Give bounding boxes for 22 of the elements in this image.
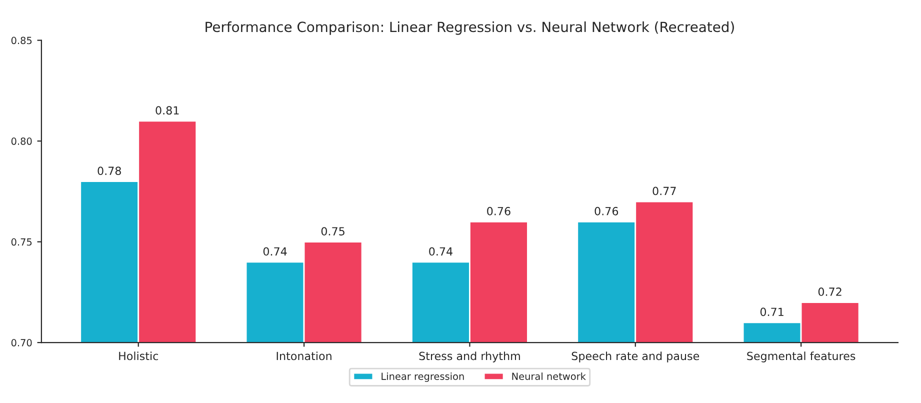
data-label: 0.72: [818, 288, 842, 296]
x-tick-label: Segmental features: [747, 352, 856, 362]
chart-title: Performance Comparison: Linear Regression vs. Neural Network (Recreated): [206, 21, 734, 35]
x-tick-label: Intonation: [276, 352, 332, 360]
data-label: 0.78: [98, 166, 121, 176]
legend-label: Linear regression: [382, 372, 464, 382]
data-label: 0.74: [429, 247, 452, 256]
data-label: 0.77: [652, 186, 676, 196]
data-label: 0.71: [760, 308, 784, 316]
data-label: 0.74: [263, 247, 287, 256]
data-label: 0.75: [321, 227, 344, 236]
data-label: 0.76: [487, 206, 510, 216]
y-tick-label: 0.75: [11, 238, 32, 246]
legend-label: Neural network: [512, 372, 586, 380]
data-label: 0.76: [594, 206, 618, 216]
y-tick-label: 0.80: [11, 138, 32, 145]
x-tick-label: Speech rate and pause: [572, 352, 700, 362]
data-label: 0.81: [156, 106, 179, 115]
x-tick-label: Holistic: [119, 352, 158, 360]
x-tick-label: Stress and rhythm: [419, 352, 520, 362]
y-tick-label: 0.70: [11, 339, 32, 346]
y-tick-label: 0.85: [11, 36, 32, 44]
